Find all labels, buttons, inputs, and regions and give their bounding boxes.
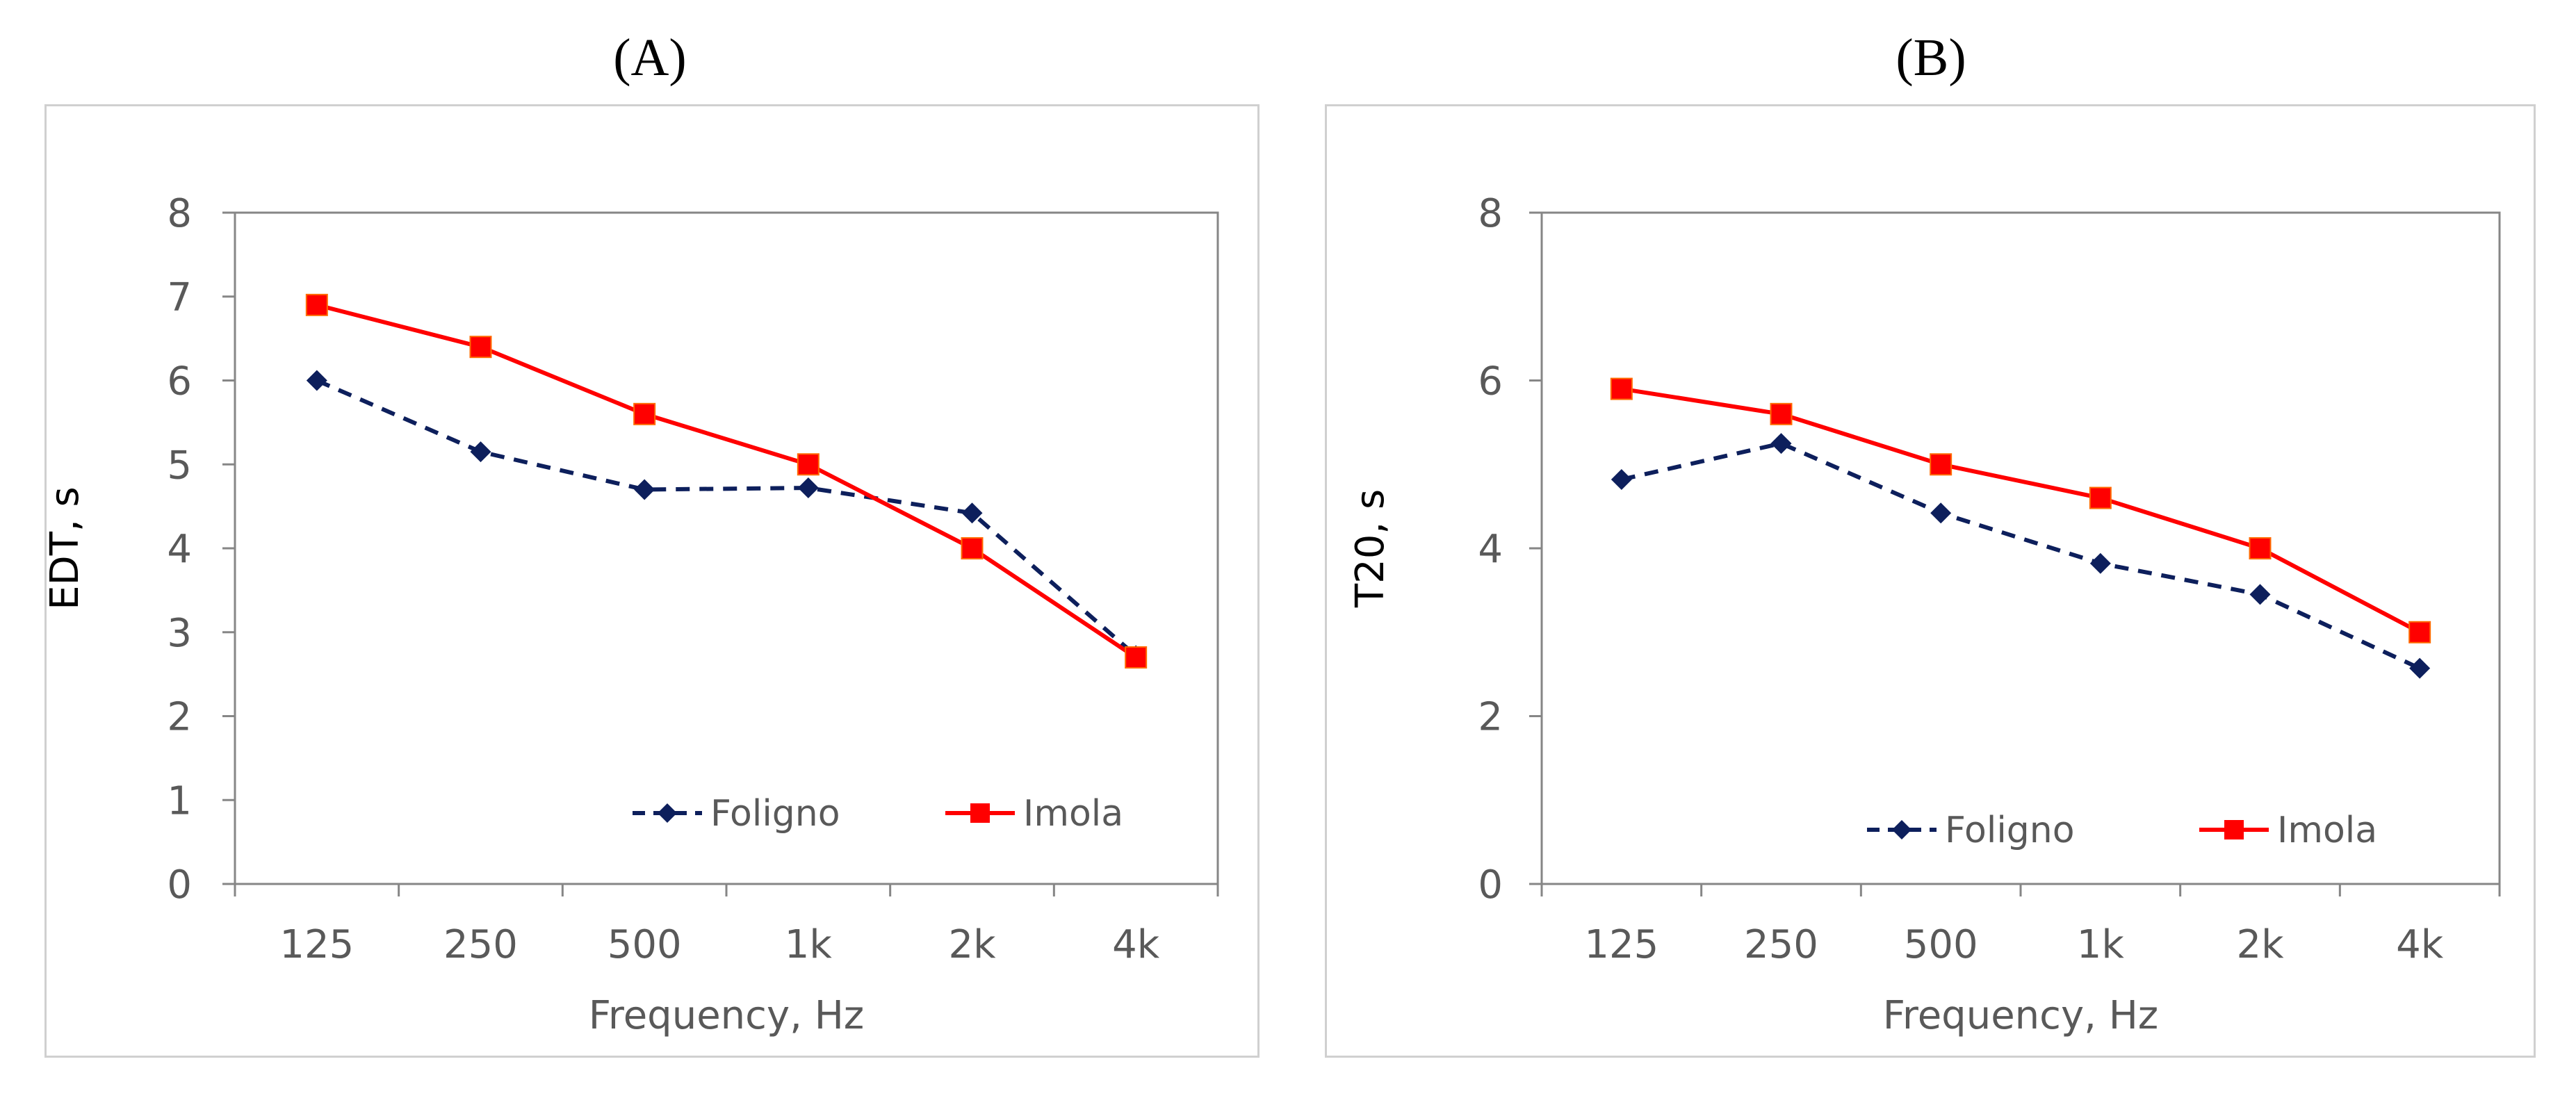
y-tick-label: 2 [167, 695, 192, 740]
panel-label-a: (A) [613, 28, 687, 87]
data-point-imola [469, 336, 492, 359]
data-point-imola [797, 453, 820, 476]
y-tick-label: 5 [167, 443, 192, 488]
legend-label-foligno: Foligno [710, 793, 840, 835]
legend-label-foligno: Foligno [1945, 810, 2075, 851]
chart-panel-b [1325, 104, 2536, 1058]
x-axis-title: Frequency, Hz [589, 993, 864, 1038]
data-point-imola [1610, 377, 1633, 400]
legend-label-imola: Imola [2277, 810, 2377, 851]
series-line-imola [1621, 386, 2421, 634]
chart-a: 0 1 2 3 4 5 6 7 8 125 250 500 1k 2k 4k Frequency, Hz EDT… [42, 191, 1219, 1038]
series-line-foligno [1621, 441, 2421, 671]
legend-marker-imola [970, 803, 990, 823]
y-axis-title: T20, s [1348, 489, 1393, 608]
data-point-foligno [634, 479, 655, 500]
plot-area [1540, 211, 2501, 885]
y-tick-label: 6 [167, 359, 192, 404]
data-point-foligno [1770, 433, 1792, 454]
data-point-foligno [961, 502, 983, 524]
y-tick-label: 4 [167, 527, 192, 572]
data-point-imola [2089, 486, 2112, 509]
y-tick-label: 0 [1478, 862, 1503, 908]
legend: Foligno Imola [1867, 810, 2377, 851]
y-axis-title: EDT, s [42, 486, 88, 610]
x-tick-label: 2k [2236, 922, 2284, 967]
x-tick-label: 500 [608, 922, 682, 967]
data-point-foligno [2249, 584, 2271, 605]
y-tick-label: 6 [1478, 359, 1503, 404]
x-tick-label: 500 [1904, 922, 1978, 967]
y-tick-label: 3 [167, 611, 192, 656]
x-tick-label: 4k [2396, 922, 2444, 967]
data-point-foligno [2409, 657, 2431, 679]
y-tick-label: 8 [167, 191, 192, 236]
data-point-imola [305, 293, 328, 316]
legend-marker-foligno [1892, 820, 1911, 839]
data-point-imola [633, 402, 656, 425]
x-tick-label: 250 [443, 922, 518, 967]
x-tick-label: 1k [785, 922, 833, 967]
y-tick-label: 7 [167, 275, 192, 320]
series-line-imola [316, 302, 1137, 659]
y-tick-label: 8 [1478, 191, 1503, 236]
series-line-foligno [316, 378, 1138, 657]
x-tick-label: 4k [1112, 922, 1160, 967]
data-point-imola [2408, 621, 2431, 644]
data-point-foligno [306, 370, 327, 391]
data-point-imola [1125, 646, 1148, 669]
legend-label-imola: Imola [1023, 793, 1123, 835]
chart-b: 0 2 4 6 8 125 250 500 1k 2k 4k Frequency, Hz T20, s F… [1348, 191, 2501, 1038]
data-point-foligno [797, 477, 819, 499]
y-tick-label: 2 [1478, 695, 1503, 740]
x-tick-label: 125 [1584, 922, 1658, 967]
plot-area [234, 211, 1219, 885]
x-axis-title: Frequency, Hz [1883, 993, 2158, 1038]
data-point-imola [961, 537, 984, 559]
x-tick-label: 2k [948, 922, 996, 967]
chart-panel-a [44, 104, 1260, 1058]
y-tick-label: 1 [167, 778, 192, 824]
panel-label-b: (B) [1896, 28, 1966, 87]
legend: Foligno Imola [633, 793, 1123, 835]
data-point-imola [1930, 453, 1953, 476]
data-point-imola [2249, 537, 2272, 559]
x-tick-label: 1k [2077, 922, 2125, 967]
data-point-foligno [1611, 468, 1632, 490]
data-point-foligno [1930, 502, 1952, 524]
legend-marker-imola [2224, 820, 2244, 839]
data-point-imola [1770, 402, 1793, 425]
data-point-foligno [2089, 552, 2111, 574]
x-tick-label: 250 [1744, 922, 1818, 967]
legend-marker-foligno [658, 803, 677, 823]
y-tick-label: 4 [1478, 527, 1503, 572]
data-point-foligno [470, 441, 491, 463]
y-tick-label: 0 [167, 862, 192, 908]
x-tick-label: 125 [279, 922, 354, 967]
